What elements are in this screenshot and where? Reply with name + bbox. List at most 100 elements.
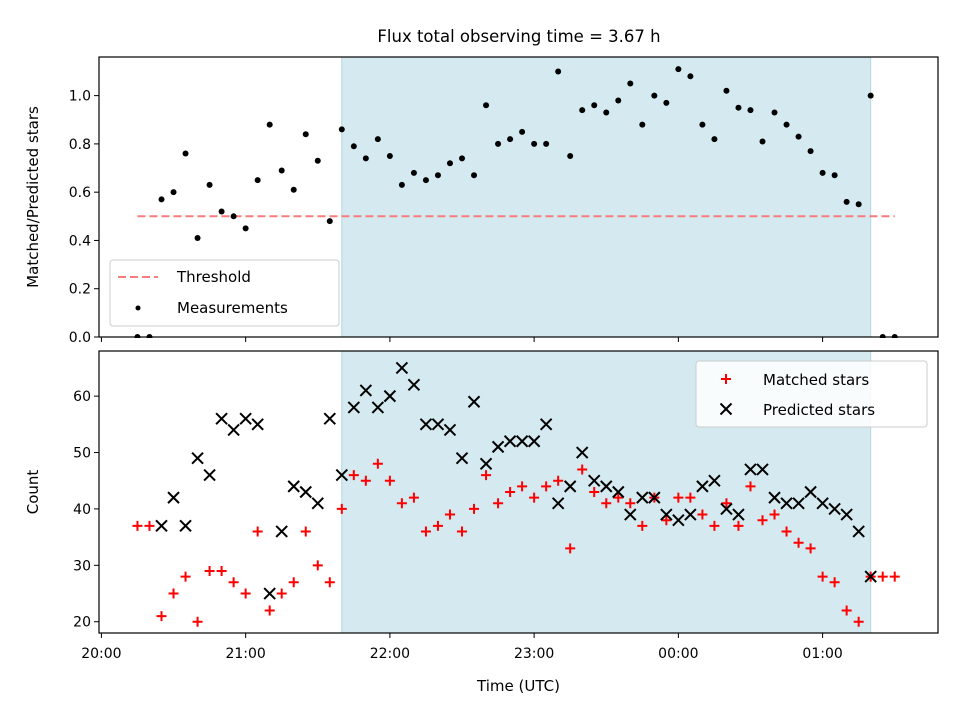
x-tick-label: 22:00	[370, 646, 410, 662]
predicted-stars-point	[575, 446, 589, 459]
y-tick-label: 60	[73, 389, 91, 405]
y-tick-label: 50	[73, 446, 91, 462]
matched-stars-point	[541, 481, 552, 492]
matched-stars-point	[396, 498, 407, 509]
predicted-stars-point	[660, 508, 673, 521]
measurement-point	[326, 218, 333, 225]
measurement-point	[374, 136, 381, 143]
matched-stars-point	[613, 492, 624, 503]
predicted-stars-point	[840, 508, 853, 521]
y-tick-label: 1.0	[69, 89, 91, 105]
measurement-point	[158, 196, 165, 203]
measurement-point	[254, 177, 261, 184]
x-tick-label: 20:00	[81, 646, 121, 662]
measurement-point	[459, 155, 466, 162]
matched-stars-point	[793, 537, 804, 548]
predicted-stars-point	[275, 525, 288, 538]
measurement-point	[723, 87, 730, 94]
matched-stars-point	[216, 565, 227, 576]
measurement-point	[651, 92, 658, 99]
predicted-stars-point	[648, 491, 661, 504]
measurement-point	[386, 152, 393, 159]
predicted-stars-point	[407, 378, 421, 392]
measurement-point	[663, 99, 670, 106]
matched-stars-point	[180, 571, 191, 582]
measurement-point	[398, 181, 405, 188]
measurement-point	[867, 92, 874, 99]
y-tick-label: 0.0	[69, 330, 91, 346]
measurement-point	[555, 68, 562, 75]
measurement-point	[230, 213, 237, 220]
legend-matched-swatch	[721, 374, 731, 384]
y-tick-label: 0.8	[69, 137, 91, 153]
predicted-stars-point	[467, 395, 481, 408]
measurement-point	[603, 109, 610, 116]
matched-stars-point	[697, 509, 708, 520]
predicted-stars-point	[323, 412, 336, 425]
matched-stars-point	[444, 509, 455, 520]
matched-stars-point	[156, 611, 167, 622]
matched-stars-point	[348, 470, 359, 481]
legend-predicted-swatch	[719, 402, 733, 416]
axes-frame	[98, 350, 939, 634]
matched-stars-point	[805, 543, 816, 554]
measurement-point	[471, 172, 478, 179]
predicted-stars-point	[612, 485, 625, 499]
predicted-stars-point	[347, 401, 361, 414]
measurement-point	[543, 140, 550, 147]
y-tick-label: 30	[73, 558, 91, 574]
matched-stars-point	[769, 509, 780, 520]
matched-stars-point	[589, 487, 600, 497]
matched-stars-point	[745, 481, 756, 492]
measurement-point	[218, 208, 225, 215]
matched-stars-point	[493, 498, 504, 509]
measurement-point	[302, 131, 309, 138]
measurement-point	[278, 167, 285, 174]
predicted-stars-point	[311, 497, 324, 510]
matched-stars-point	[420, 526, 431, 537]
matched-stars-point	[252, 526, 263, 537]
measurement-point	[483, 102, 490, 109]
matched-stars-point	[685, 492, 696, 503]
matched-stars-point	[565, 543, 576, 554]
predicted-stars-point	[335, 468, 349, 482]
predicted-stars-point	[672, 513, 685, 527]
y-tick-label: 40	[73, 502, 91, 518]
matched-stars-point	[553, 475, 564, 486]
predicted-stars-point	[227, 423, 240, 437]
measurement-point	[771, 109, 778, 116]
matched-stars-point	[889, 571, 900, 582]
matched-stars-point	[625, 498, 636, 509]
measurement-point	[759, 138, 766, 145]
measurement-point	[627, 80, 634, 87]
predicted-stars-point	[756, 463, 769, 476]
predicted-stars-point	[239, 412, 252, 425]
measurement-point	[410, 169, 417, 176]
matched-stars-point	[240, 588, 251, 599]
predicted-stars-point	[684, 508, 697, 521]
predicted-stars-point	[167, 491, 180, 504]
predicted-stars-point	[443, 423, 457, 437]
predicted-stars-point	[263, 587, 276, 600]
matched-stars-point	[228, 577, 239, 588]
predicted-stars-point	[624, 508, 637, 521]
matched-stars-point	[781, 526, 792, 537]
legend-measurements-swatch	[135, 305, 141, 311]
matched-stars-point	[144, 520, 155, 531]
x-tick-label: 00:00	[658, 646, 698, 662]
predicted-stars-point	[527, 435, 541, 448]
measurement-point	[434, 172, 441, 179]
measurement-point	[843, 198, 850, 205]
measurement-point	[735, 104, 742, 111]
matched-stars-point	[709, 520, 720, 531]
matched-stars-point	[312, 560, 323, 571]
matched-stars-point	[505, 487, 516, 497]
matched-stars-point	[673, 492, 684, 503]
measurement-point	[422, 177, 429, 184]
matched-stars-point	[661, 515, 672, 526]
predicted-stars-point	[563, 480, 577, 493]
predicted-stars-point	[828, 502, 841, 516]
predicted-stars-point	[804, 485, 817, 499]
matched-stars-point	[300, 526, 311, 537]
